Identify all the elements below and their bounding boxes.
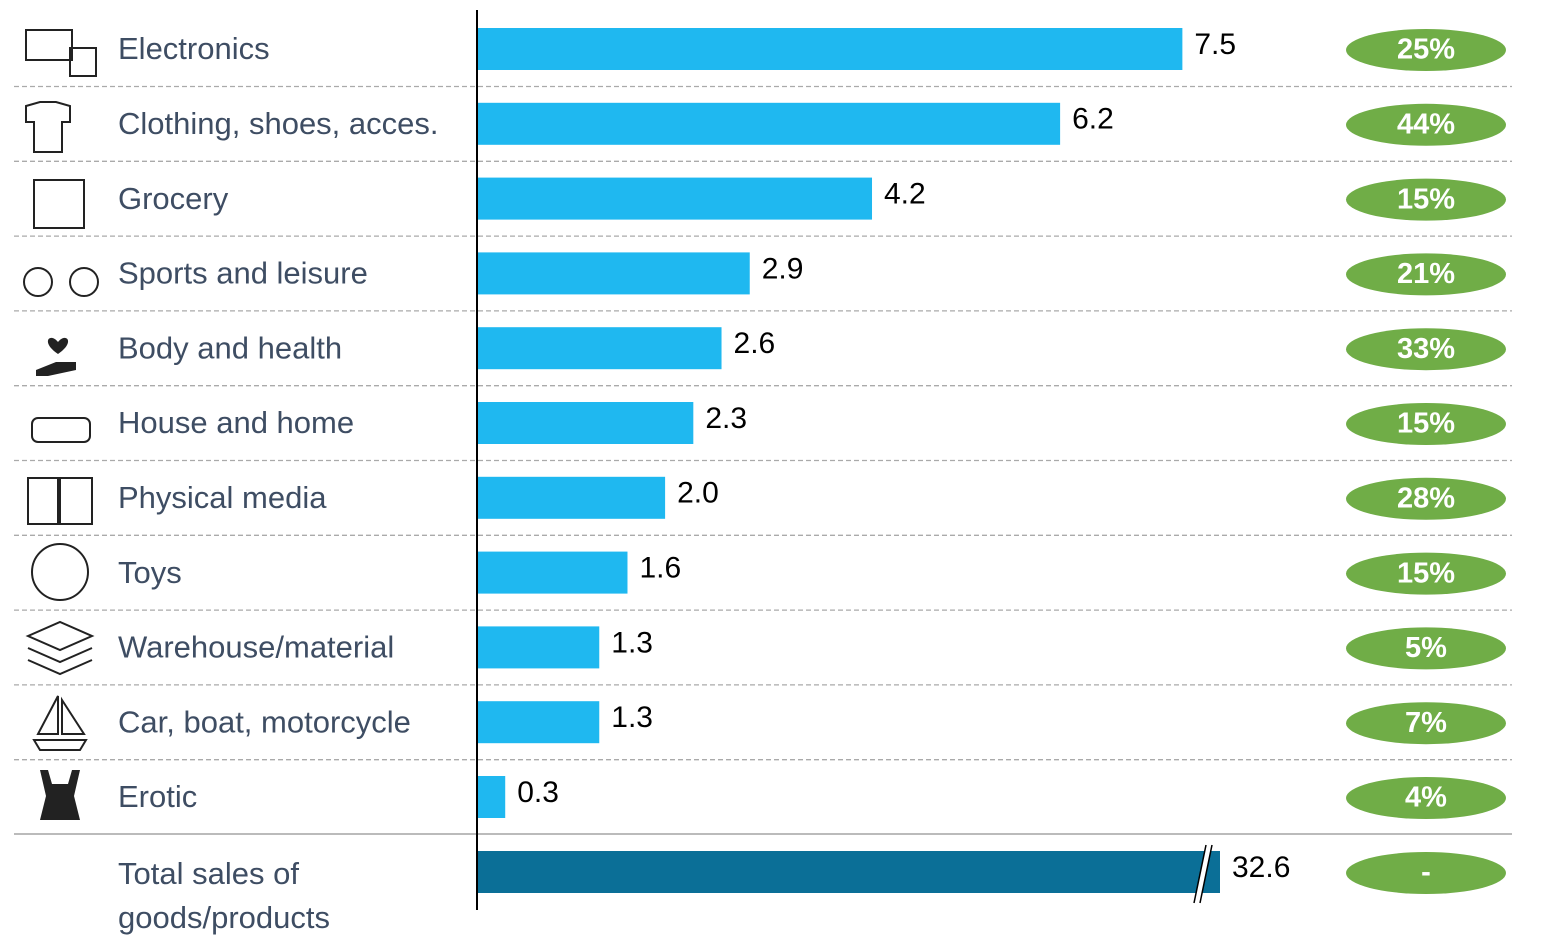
icon <box>69 47 97 77</box>
icon <box>25 620 95 676</box>
share-label: 4% <box>1405 782 1447 814</box>
bar <box>477 851 1220 893</box>
bar <box>477 776 506 818</box>
value-label: 0.3 <box>517 776 559 809</box>
bar <box>477 327 722 370</box>
category-label: Body and health <box>118 330 342 365</box>
category-label: Clothing, shoes, acces. <box>118 106 439 141</box>
category-label: Toys <box>118 555 182 590</box>
category-label: Erotic <box>118 779 197 814</box>
value-label: 2.3 <box>705 402 747 435</box>
category-label: Physical media <box>118 480 327 515</box>
share-label: 33% <box>1397 333 1455 365</box>
icon <box>36 337 76 376</box>
icon <box>23 267 53 297</box>
value-label: 7.5 <box>1194 28 1236 61</box>
bar <box>477 252 750 295</box>
icons <box>23 29 99 820</box>
share-pill <box>1346 777 1506 819</box>
share-pill <box>1346 552 1506 595</box>
share-pill <box>1346 178 1506 221</box>
bar <box>477 626 600 669</box>
share-pill <box>1346 702 1506 745</box>
bar <box>477 402 694 444</box>
share-label: 15% <box>1397 183 1455 215</box>
category-label: Car, boat, motorcycle <box>118 704 411 739</box>
share-label: 5% <box>1405 632 1447 664</box>
share-pill <box>1346 627 1506 670</box>
bar <box>477 177 873 220</box>
category-label: Total sales of goods/products <box>118 856 330 935</box>
share-pill <box>1346 403 1506 445</box>
value-label: 1.6 <box>639 552 681 585</box>
category-label: Electronics <box>118 31 270 66</box>
category-label: Sports and leisure <box>118 256 368 291</box>
share-pill <box>1346 29 1506 71</box>
bar <box>477 701 600 744</box>
value-label: 2.6 <box>734 327 776 360</box>
icon <box>25 101 71 153</box>
bar <box>477 476 666 519</box>
icon <box>40 770 80 820</box>
bar <box>477 102 1061 145</box>
share-label: 15% <box>1397 408 1455 440</box>
category-label: House and home <box>118 405 354 440</box>
share-label: 21% <box>1397 258 1455 290</box>
bar <box>477 28 1183 70</box>
value-label: 4.2 <box>884 178 926 211</box>
icon <box>31 417 91 443</box>
icon <box>69 267 99 297</box>
value-label: 2.9 <box>762 252 804 285</box>
share-pill <box>1346 852 1506 894</box>
value-label: 6.2 <box>1072 103 1114 136</box>
icon <box>33 179 85 229</box>
axis-break <box>1193 844 1207 904</box>
axis-break <box>1199 844 1213 904</box>
share-label: 25% <box>1397 34 1455 66</box>
share-pill <box>1346 328 1506 371</box>
share-pill <box>1346 253 1506 296</box>
category-label: Warehouse/material <box>118 630 394 665</box>
share-label: 15% <box>1397 557 1455 589</box>
share-label: 7% <box>1405 707 1447 739</box>
icon <box>31 543 89 601</box>
icon <box>32 695 88 751</box>
axis-break <box>1194 845 1212 903</box>
share-label: 44% <box>1397 108 1455 140</box>
value-label: 1.3 <box>611 701 653 734</box>
icon <box>25 29 73 61</box>
share-pill <box>1346 477 1506 520</box>
share-pill <box>1346 103 1506 146</box>
share-label: 28% <box>1397 482 1455 514</box>
bar <box>477 551 628 594</box>
value-label: 1.3 <box>611 626 653 659</box>
value-label: 32.6 <box>1232 851 1290 884</box>
value-label: 2.0 <box>677 477 719 510</box>
share-label: - <box>1421 857 1431 889</box>
icon <box>27 477 93 525</box>
category-label: Grocery <box>118 181 229 216</box>
